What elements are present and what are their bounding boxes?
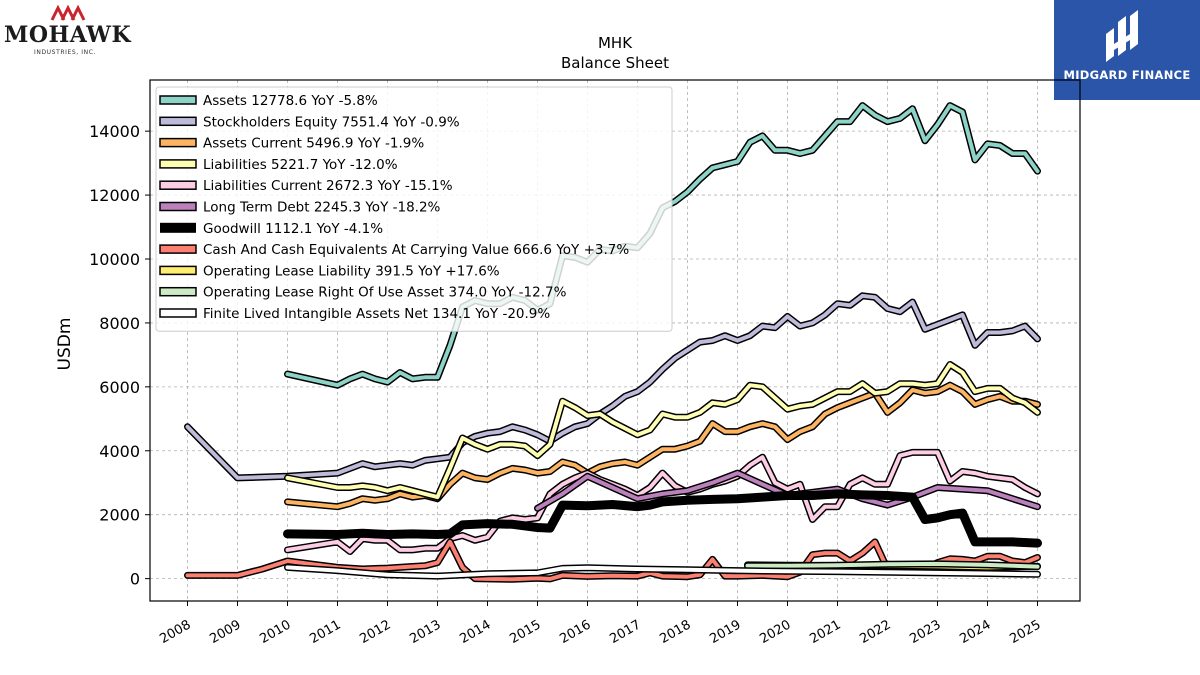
legend-label-assets[interactable]: Assets 12778.6 YoY -5.8% <box>203 93 378 109</box>
series-line-finite-lived-intangible-assets-net <box>285 565 1040 579</box>
mohawk-logo-sub: INDUSTRIES, INC. <box>34 49 97 56</box>
series-line-liabilities <box>285 362 1040 500</box>
chart-title: MHK <box>598 34 633 52</box>
legend-swatch-goodwill <box>160 222 196 233</box>
x-tick-label: 2018 <box>657 617 693 647</box>
legend[interactable]: Assets 12778.6 YoY -5.8% Stockholders Equ… <box>155 86 673 332</box>
x-tick-label: 2023 <box>907 617 943 647</box>
x-tick-label: 2021 <box>807 617 843 647</box>
legend-label-cash-and-cash-equivalents-at-carrying-value[interactable]: Cash And Cash Equivalents At Carrying Va… <box>203 242 629 258</box>
series-line-goodwill <box>283 489 1042 548</box>
y-tick-label: 8000 <box>99 314 140 333</box>
legend-swatch-operating-lease-liability <box>159 265 197 276</box>
x-tick-label: 2012 <box>357 617 393 647</box>
x-tick-label: 2010 <box>257 617 293 647</box>
y-tick-label: 2000 <box>99 506 140 525</box>
legend-label-long-term-debt[interactable]: Long Term Debt 2245.3 YoY -18.2% <box>203 200 441 216</box>
y-tick-label: 10000 <box>89 250 140 269</box>
legend-swatch-stockholders-equity <box>159 116 197 127</box>
x-tick-label: 2025 <box>1007 617 1043 647</box>
legend-swatch-finite-lived-intangible-assets-net <box>159 308 197 318</box>
legend-label-operating-lease-liability[interactable]: Operating Lease Liability 391.5 YoY +17.… <box>203 263 500 279</box>
chart-subtitle: Balance Sheet <box>561 54 669 72</box>
series-line-operating-lease-right-of-use-asset <box>745 561 1040 569</box>
legend-swatch-long-term-debt <box>159 201 197 212</box>
legend-swatch-liabilities-current <box>159 180 197 190</box>
series-line-assets <box>285 103 1040 388</box>
x-tick-label: 2013 <box>407 617 443 647</box>
y-tick-label: 0 <box>130 570 140 589</box>
mohawk-chevron-icon <box>50 4 86 21</box>
legend-swatch-assets-current <box>159 137 197 148</box>
series-line-stockholders-equity <box>185 293 1040 480</box>
y-tick-label: 12000 <box>89 186 140 205</box>
legend-box <box>155 86 673 332</box>
y-tick-label: 4000 <box>99 442 140 461</box>
midgard-logo-text: MIDGARD FINANCE <box>1063 68 1191 82</box>
series-lines <box>184 102 1042 583</box>
x-tick-label: 2008 <box>157 617 193 647</box>
legend-label-finite-lived-intangible-assets-net[interactable]: Finite Lived Intangible Assets Net 134.1… <box>203 306 550 322</box>
midgard-emblem-icon <box>1106 10 1138 62</box>
x-tick-label: 2024 <box>957 617 993 647</box>
legend-swatch-operating-lease-right-of-use-asset <box>159 286 197 297</box>
legend-label-goodwill[interactable]: Goodwill 1112.1 YoY -4.1% <box>203 221 383 237</box>
legend-swatch-liabilities <box>159 159 197 169</box>
x-tick-label: 2020 <box>757 617 793 647</box>
legend-swatch-assets <box>159 95 197 105</box>
x-tick-label: 2019 <box>707 617 743 647</box>
legend-label-assets-current[interactable]: Assets Current 5496.9 YoY -1.9% <box>203 136 424 152</box>
mohawk-logo: MOHAWK INDUSTRIES, INC. <box>4 4 134 60</box>
x-tick-label: 2009 <box>207 617 243 647</box>
mohawk-logo-word: MOHAWK <box>4 22 132 48</box>
legend-label-liabilities[interactable]: Liabilities 5221.7 YoY -12.0% <box>203 157 398 173</box>
x-tick-label: 2014 <box>457 617 493 647</box>
x-tick-label: 2022 <box>857 617 893 647</box>
legend-swatch-cash-and-cash-equivalents-at-carrying-value <box>159 244 197 254</box>
midgard-finance-logo: MIDGARD FINANCE <box>1054 0 1200 100</box>
legend-label-liabilities-current[interactable]: Liabilities Current 2672.3 YoY -15.1% <box>203 178 453 194</box>
y-tick-label: 6000 <box>99 378 140 397</box>
legend-label-stockholders-equity[interactable]: Stockholders Equity 7551.4 YoY -0.9% <box>203 114 460 130</box>
y-axis-label: USDm <box>55 318 75 371</box>
plot-frame <box>149 79 1081 602</box>
x-tick-label: 2015 <box>507 617 543 647</box>
legend-label-operating-lease-right-of-use-asset[interactable]: Operating Lease Right Of Use Asset 374.0… <box>203 285 567 301</box>
x-tick-label: 2017 <box>607 617 643 647</box>
x-tick-label: 2011 <box>307 617 343 647</box>
y-tick-label: 14000 <box>89 122 140 141</box>
x-tick-label: 2016 <box>557 617 593 647</box>
